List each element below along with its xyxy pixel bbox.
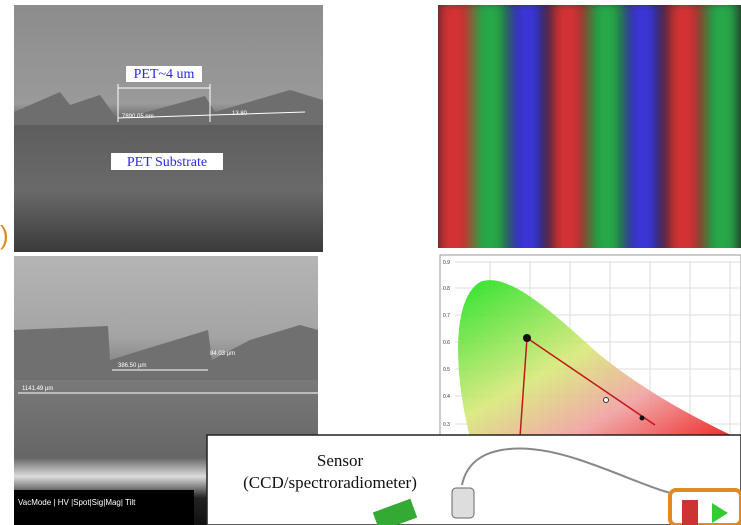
axis-label: 0.5 (443, 367, 450, 373)
sensor-head (452, 488, 474, 518)
primary-point (523, 334, 531, 342)
layer-label: PET~4 um (134, 67, 195, 82)
axis-label: 0.7 (443, 313, 450, 319)
primary-point (640, 416, 645, 421)
measure-label: 84.03 µm (210, 351, 235, 357)
sensor-detail: (CCD/spectroradiometer) (243, 473, 417, 492)
setup-illustration: Sensor (CCD/spectroradiometer) (207, 435, 741, 525)
measure-label: 1141.49 µm (22, 386, 53, 392)
sem-top: PET~4 um 7890.05 nm 13.80 PET Substrate (14, 5, 323, 252)
axis-label: 0.4 (443, 394, 450, 400)
axis-label: 0.8 (443, 286, 450, 292)
measure-label: 7890.05 nm (122, 114, 154, 120)
side-mark: ) (0, 220, 9, 250)
footer-bar (14, 490, 194, 525)
white-point (604, 398, 609, 403)
sensor-label: Sensor (317, 451, 364, 470)
chromaticity-diagram: 0.9 0.8 0.7 0.6 0.5 0.4 0.3 (440, 255, 741, 437)
stripe-micrograph (438, 0, 741, 260)
footer-text: VacMode | HV |Spot|Sig|Mag| Tilt (18, 498, 136, 507)
axis-label: 0.6 (443, 340, 450, 346)
axis-label: 0.3 (443, 422, 450, 428)
measure-label: 386.50 µm (118, 363, 146, 369)
measure-label: 13.80 (232, 111, 248, 117)
axis-label: 0.9 (443, 260, 450, 266)
display-stripes (682, 500, 698, 525)
sem-image (14, 5, 323, 252)
figure: PET~4 um 7890.05 nm 13.80 PET Substrate … (0, 0, 741, 525)
substrate-label: PET Substrate (127, 155, 207, 170)
display-device (670, 490, 741, 525)
